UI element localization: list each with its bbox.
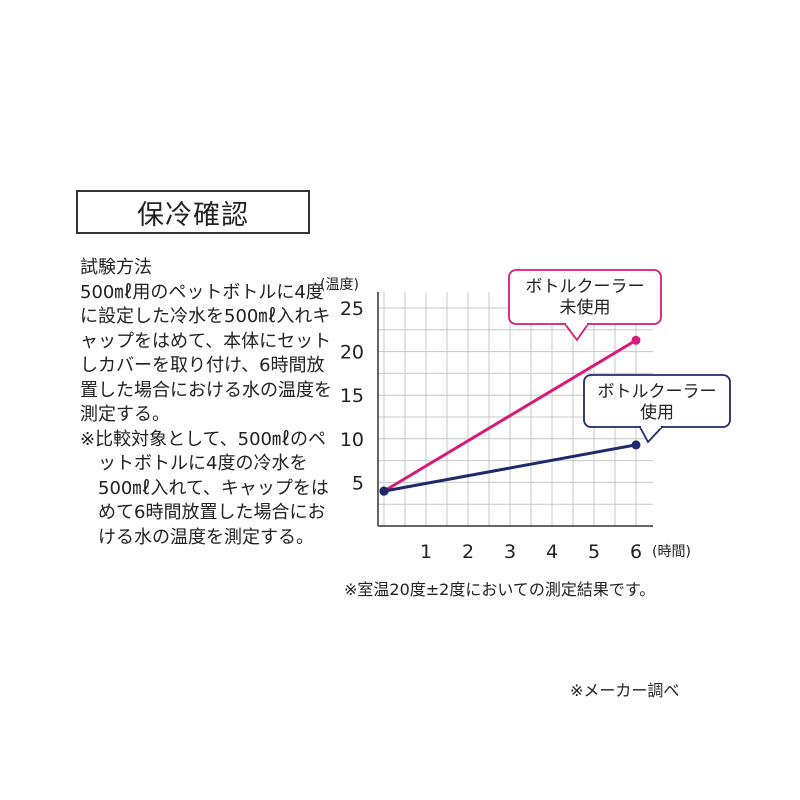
- series-label-1: 使用: [640, 402, 674, 423]
- chart-footnote: ※室温20度±2度においての測定結果です。: [344, 580, 656, 599]
- callout-tail-0: [563, 323, 590, 342]
- x-tick-label: 5: [588, 541, 600, 563]
- x-tick-label: 6: [630, 541, 642, 563]
- x-tick-label: 4: [546, 541, 558, 563]
- y-tick-label: 20: [340, 342, 364, 364]
- method-body: 500㎖用のペットボトルに4度に設定した冷水を500㎖入れキャップをはめて、本体…: [80, 281, 332, 426]
- maker-footnote: ※メーカー調べ: [570, 681, 680, 700]
- data-point: [631, 335, 641, 345]
- x-tick-label: 1: [420, 541, 432, 563]
- series-line-1: [383, 443, 637, 493]
- data-point-start: [379, 486, 389, 496]
- y-tick-label: 5: [352, 472, 364, 494]
- series-line-0: [383, 338, 637, 493]
- method-heading: 試験方法: [80, 257, 152, 278]
- data-point: [631, 440, 641, 450]
- test-method: 試験方法 500㎖用のペットボトルに4度に設定した冷水を500㎖入れキャップをは…: [80, 256, 340, 550]
- x-axis-label: (時間): [652, 544, 691, 560]
- callout-tail-1: [638, 426, 665, 444]
- series-label-1: ボトルクーラー: [598, 382, 717, 402]
- x-tick-label: 2: [462, 541, 474, 563]
- y-tick-label: 10: [340, 429, 364, 451]
- series-label-0: 未使用: [560, 297, 611, 318]
- method-note: ※比較対象として、500㎖のペットボトルに4度の冷水を500㎖入れて、キャップを…: [80, 428, 329, 548]
- page-title: 保冷確認: [137, 199, 249, 231]
- y-tick-label: 15: [340, 385, 364, 407]
- y-tick-label: 25: [340, 298, 364, 320]
- x-tick-label: 3: [504, 541, 516, 563]
- series-label-0: ボトルクーラー: [526, 277, 645, 297]
- title-box: 保冷確認: [76, 190, 310, 234]
- y-axis-label: (温度): [320, 277, 359, 293]
